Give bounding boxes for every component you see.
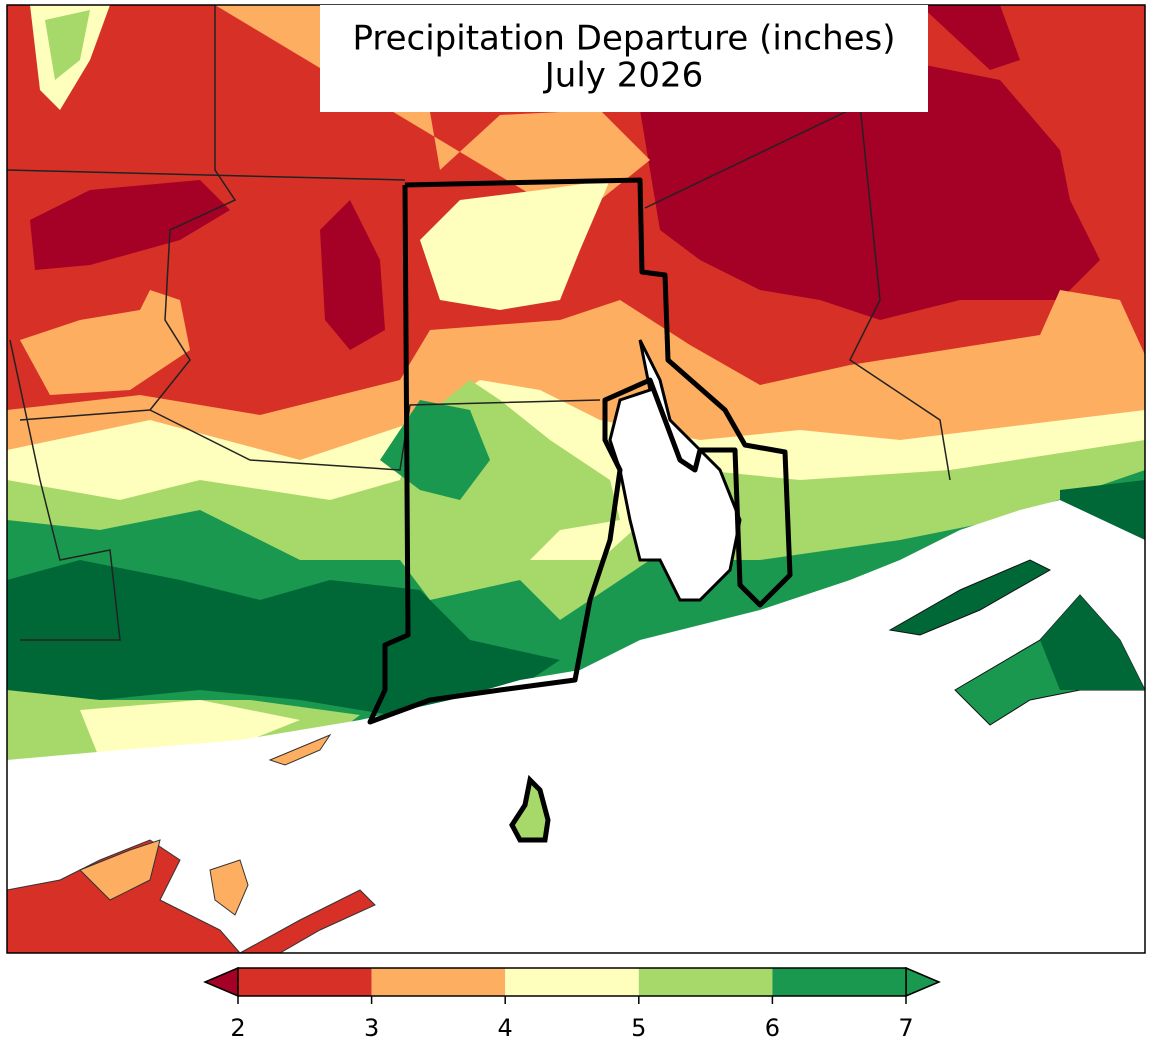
colorbar-bin (238, 968, 372, 996)
tick-label: 2 (230, 1014, 245, 1042)
region-fill (920, 5, 1020, 70)
colorbar-over (905, 966, 941, 998)
region-fill (7, 560, 560, 720)
island (509, 774, 551, 843)
region-fill (80, 700, 300, 760)
island (209, 859, 249, 916)
region-fill (640, 60, 1100, 320)
county-border (9, 339, 121, 641)
island (888, 559, 1052, 636)
tick-label: 3 (364, 1014, 379, 1042)
title-box (320, 5, 928, 112)
county-border (19, 5, 237, 421)
title: July 2026 (543, 56, 703, 96)
region-fill (1040, 595, 1145, 690)
colorbar-frame (237, 967, 907, 997)
ocean (7, 500, 1145, 953)
region-fill (20, 290, 190, 395)
county-border (644, 103, 951, 481)
county-border (149, 399, 601, 471)
region-fill (420, 180, 610, 310)
island (268, 733, 332, 766)
island (79, 839, 161, 901)
rhode-island-border (367, 177, 793, 725)
region-fill (30, 180, 230, 270)
colorbar-bin (371, 968, 506, 996)
region-fill (215, 5, 650, 200)
state-border (7, 169, 406, 181)
tick-label: 5 (631, 1014, 646, 1042)
colorbar-bin (638, 968, 773, 996)
map (7, 5, 1145, 953)
colorbar-bin (505, 968, 639, 996)
tick-label: 7 (898, 1014, 913, 1042)
title: Precipitation Departure (inches) (352, 19, 895, 59)
colorbar: 2 3 4 5 6 7 (203, 966, 941, 1042)
tick-label: 6 (765, 1014, 780, 1042)
tick-label: 4 (498, 1014, 513, 1042)
bay (608, 339, 742, 602)
colorbar-under (203, 966, 239, 998)
island (239, 889, 376, 953)
region-fill (320, 200, 385, 350)
colorbar-bin (772, 968, 906, 996)
region-fill (45, 10, 90, 80)
